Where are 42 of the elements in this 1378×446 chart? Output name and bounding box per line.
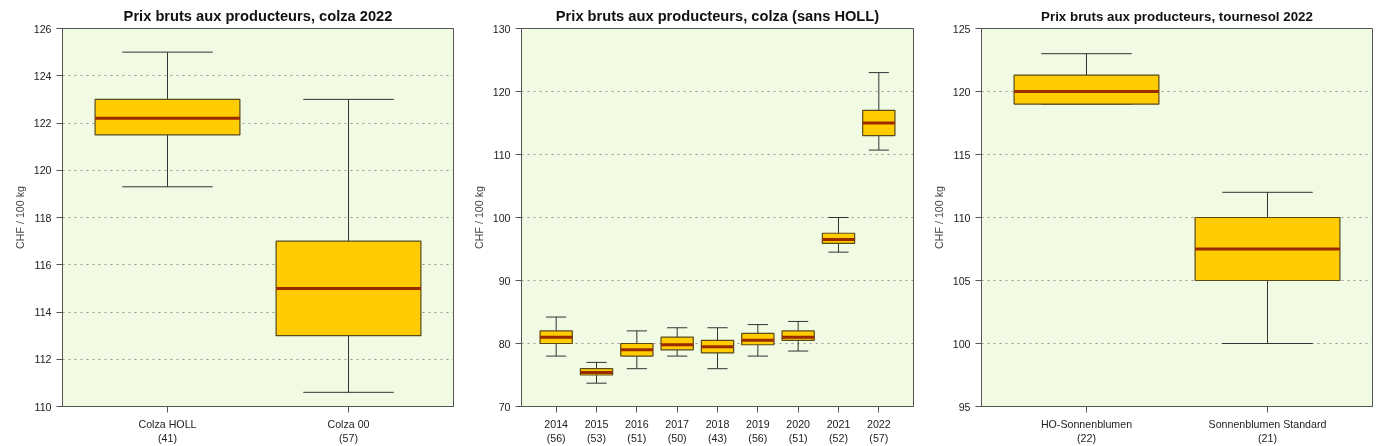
y-tick-label: 130 (492, 22, 511, 35)
y-tick-label: 120 (492, 85, 511, 98)
y-tick-label: 124 (33, 69, 52, 82)
x-tick-label: HO-Sonnenblumen (22) (1040, 417, 1133, 444)
x-tick-label: 2021 (52) (826, 417, 851, 444)
y-tick-label: 110 (493, 148, 511, 161)
y-tick-label: 105 (952, 274, 971, 287)
y-tick-label: 120 (33, 164, 52, 177)
y-tick-label: 120 (952, 85, 971, 98)
x-tick-label: 2022 (57) (866, 417, 891, 444)
y-tick-label: 122 (33, 117, 52, 129)
x-tick-label: 2017 (50) (665, 417, 690, 444)
x-tick-label: 2019 (56) (745, 417, 770, 444)
y-tick-label: 70 (498, 400, 511, 413)
x-tick-label: Colza HOLL (41) (138, 417, 197, 444)
x-tick-label: Sonnenblumen Standard (21) (1208, 417, 1327, 444)
y-tick-label: 100 (492, 211, 511, 224)
x-tick-label: 2020 (51) (786, 417, 811, 444)
y-tick-label: 125 (952, 22, 971, 35)
chart-title: Prix bruts aux producteurs, tournesol 2022 (1041, 8, 1313, 24)
y-tick-label: 100 (952, 337, 971, 350)
y-tick-label: 95 (958, 400, 971, 413)
x-tick-label: 2015 (53) (584, 417, 609, 444)
y-tick-label: 110 (953, 211, 971, 224)
y-tick-label: 116 (34, 258, 52, 271)
chart-title: Prix bruts aux producteurs, colza (sans HOLL) (555, 7, 880, 24)
y-axis-title: CHF / 100 kg (932, 186, 945, 249)
y-tick-label: 114 (34, 306, 52, 318)
x-tick-label: 2016 (51) (624, 417, 649, 444)
y-axis-title: CHF / 100 kg (13, 186, 26, 249)
y-tick-label: 115 (953, 148, 971, 161)
y-tick-label: 126 (33, 22, 52, 35)
y-tick-label: 118 (34, 211, 52, 224)
x-tick-label: 2014 (56) (544, 417, 569, 444)
y-tick-label: 112 (34, 353, 52, 366)
chart-title: Prix bruts aux producteurs, colza 2022 (123, 7, 393, 24)
y-tick-label: 110 (34, 400, 52, 413)
y-tick-label: 90 (498, 274, 511, 287)
x-tick-label: Colza 00 (57) (327, 417, 370, 444)
y-tick-label: 80 (498, 337, 511, 350)
y-axis-title: CHF / 100 kg (472, 186, 485, 249)
x-tick-label: 2018 (43) (705, 417, 730, 444)
